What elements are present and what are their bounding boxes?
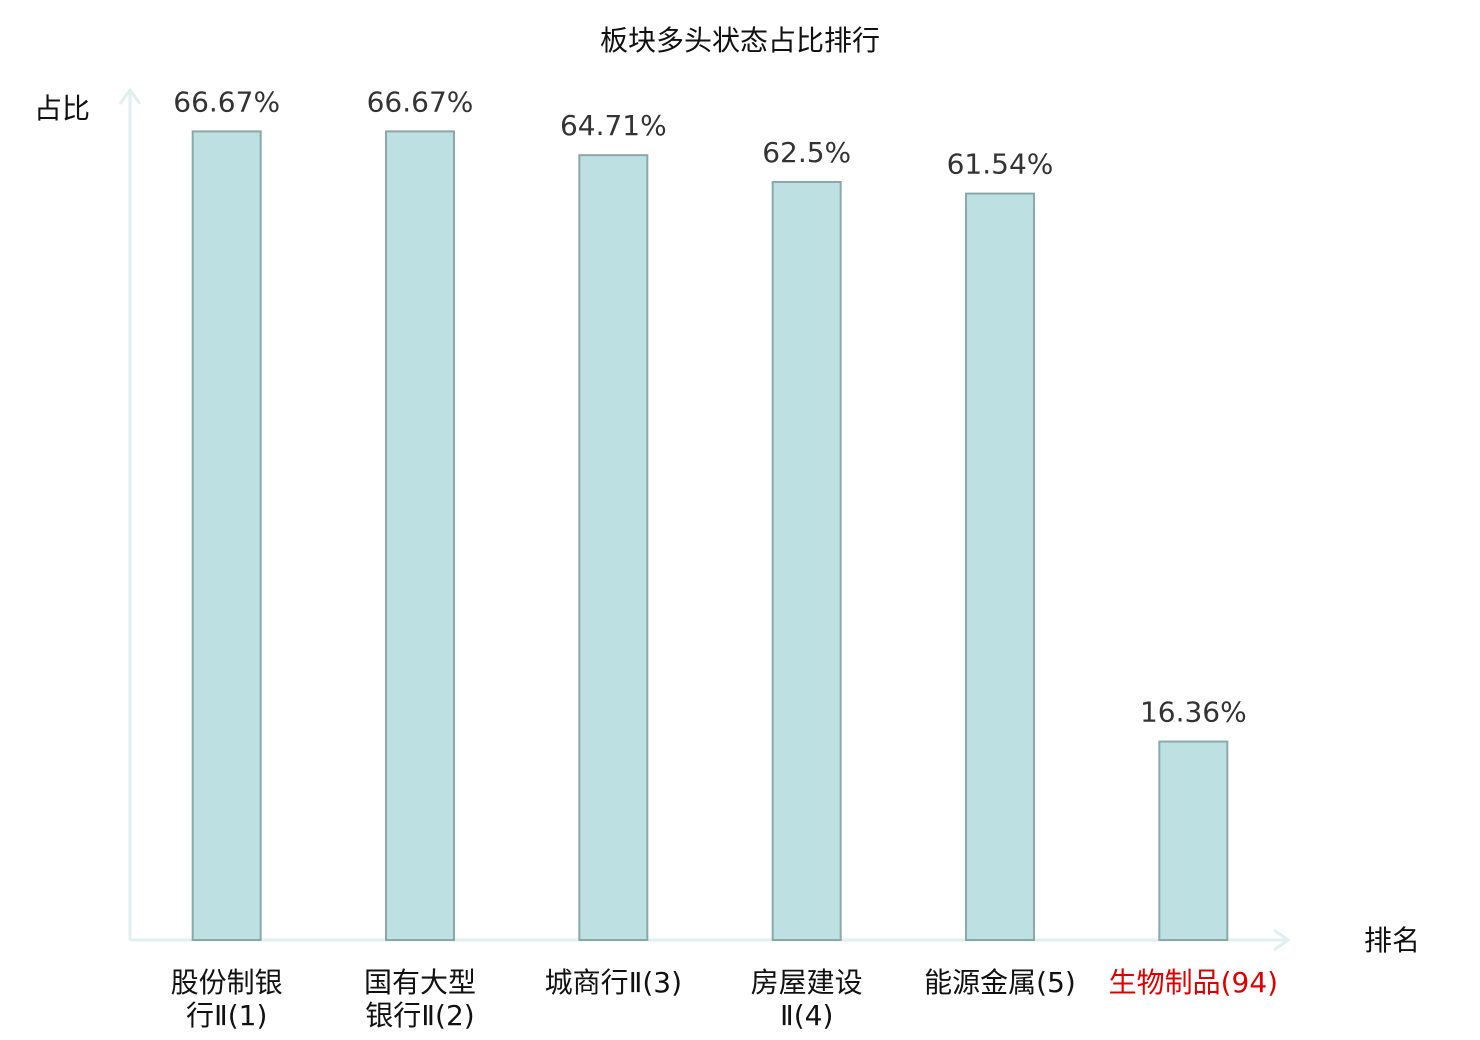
- bar: [578, 154, 649, 941]
- axes: [118, 87, 1291, 952]
- bar: [1158, 740, 1229, 942]
- x-tick-label: 房屋建设 Ⅱ(4): [751, 966, 863, 1032]
- bar: [385, 130, 455, 942]
- data-label: 61.54%: [947, 148, 1054, 181]
- data-label: 64.71%: [560, 109, 667, 142]
- data-label: 66.67%: [367, 85, 474, 118]
- x-tick-label: 国有大型银行Ⅱ(2): [364, 966, 476, 1032]
- x-tick-label: 城商行Ⅱ(3): [545, 966, 682, 999]
- x-axis-arrow: [1273, 928, 1291, 952]
- x-axis-label: 排名: [1364, 924, 1420, 957]
- chart-title: 板块多头状态占比排行: [600, 24, 880, 57]
- bar: [771, 180, 842, 941]
- x-tick-label: 生物制品(94): [1109, 966, 1278, 999]
- x-tick-label: 能源金属(5): [924, 966, 1076, 999]
- bar: [965, 192, 1035, 941]
- data-label: 66.67%: [173, 85, 280, 118]
- data-label: 16.36%: [1140, 696, 1247, 729]
- y-axis-arrow: [118, 87, 142, 105]
- y-axis-label: 占比: [34, 92, 90, 125]
- bar: [191, 130, 262, 942]
- x-tick-label: 股份制银行Ⅱ(1): [171, 966, 283, 1032]
- data-label: 62.5%: [762, 136, 851, 169]
